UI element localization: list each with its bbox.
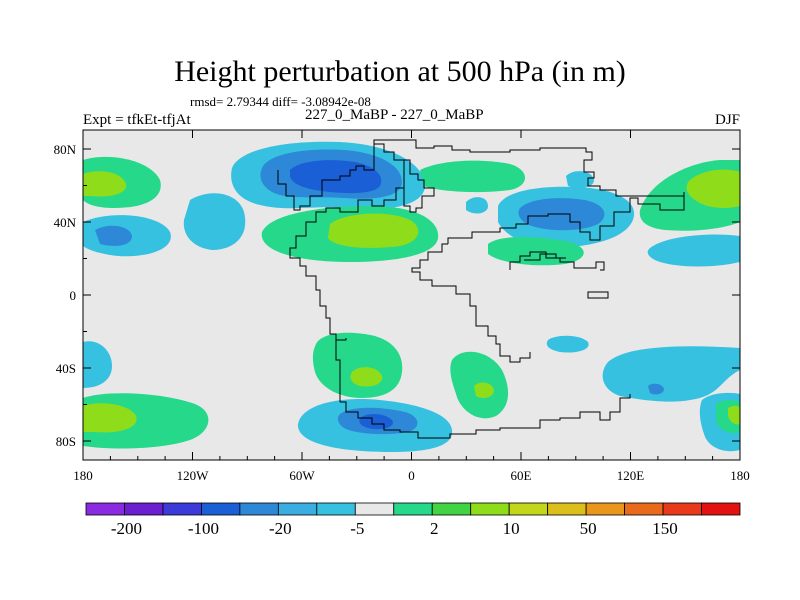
y-tick-label: 40S <box>56 361 76 376</box>
outline-africa-west <box>411 243 531 363</box>
colorbar-label: 10 <box>503 519 520 538</box>
plot-title: Height perturbation at 500 hPa (in m) <box>174 55 626 88</box>
outline-africa <box>447 196 685 244</box>
colorbar-label: 2 <box>430 519 439 538</box>
x-tick-label: 120E <box>617 468 645 483</box>
colorbar-swatch <box>508 502 549 516</box>
contour-eur-green <box>420 160 525 193</box>
contour-ne-small-cyan <box>466 197 488 214</box>
y-tick-label: 80N <box>54 142 77 157</box>
y-tick-label: 40N <box>54 215 77 230</box>
y-tick-labels: 80N 40N 0 40S 80S <box>54 142 77 449</box>
x-tick-labels: 180 120W 60W 0 60E 120E 180 <box>73 468 750 483</box>
contour-natl-deepblue <box>290 160 382 194</box>
outline-north-america <box>277 143 405 341</box>
x-tick-label: 0 <box>408 468 415 483</box>
stats-label: rmsd= 2.79344 diff= -3.08942e-08 <box>190 94 371 109</box>
colorbar-swatch <box>624 502 664 516</box>
colorbar-swatch <box>201 502 241 516</box>
colorbar-swatch <box>662 502 702 516</box>
colorbar-swatch <box>85 502 125 516</box>
colorbar-swatch <box>585 502 625 516</box>
outline-greenland <box>373 139 685 197</box>
colorbar-label: -100 <box>188 519 219 538</box>
experiment-label: Expt = tfkEt-tfjAt <box>83 112 191 128</box>
contour-sio-blue <box>648 383 664 395</box>
x-tick-label: 60E <box>511 468 532 483</box>
contour-se-lightgreen <box>728 405 740 425</box>
y-tick-label: 80S <box>56 434 76 449</box>
colorbar-swatch <box>393 502 433 516</box>
colorbar-swatch <box>354 502 395 516</box>
contour-mpac-blue <box>95 225 132 246</box>
contour-feast-cyan <box>647 234 740 267</box>
contour-sio-cyan <box>602 346 740 402</box>
x-tick-label: 180 <box>730 468 750 483</box>
colorbar-swatch <box>431 502 472 516</box>
colorbar-swatch <box>547 502 587 516</box>
colorbar-label: -200 <box>111 519 142 538</box>
outline-antarctica-west <box>335 340 341 402</box>
contour-sib-cyan <box>566 171 594 188</box>
colorbar-swatch <box>162 502 202 516</box>
colorbar-swatch <box>316 502 356 516</box>
colorbar-label: 150 <box>652 519 678 538</box>
continent-outlines <box>277 139 685 439</box>
colorbar-swatch <box>470 502 510 516</box>
y-tick-label: 0 <box>70 288 77 303</box>
season-label: DJF <box>714 112 740 128</box>
colorbar: -200 -100 -20 -5 2 10 50 150 <box>85 502 741 538</box>
contour-io-small-cyan <box>546 335 589 353</box>
axis-ticks <box>82 130 741 460</box>
contour-epac-lightgreen <box>686 169 740 208</box>
contour-layer <box>83 141 740 452</box>
x-tick-label: 120W <box>177 468 210 483</box>
contour-sw-lightgreen <box>83 403 137 433</box>
colorbar-swatch <box>239 502 279 516</box>
period-label: 227_0_MaBP - 227_0_MaBP <box>305 107 484 123</box>
colorbar-label: -5 <box>350 519 364 538</box>
colorbar-label: -20 <box>269 519 292 538</box>
colorbar-swatch <box>124 502 164 516</box>
x-tick-label: 60W <box>289 468 315 483</box>
contour-npac-lightgreen <box>83 171 127 197</box>
outline-antarctica <box>340 394 631 439</box>
outline-small-island <box>587 291 609 299</box>
colorbar-swatch <box>277 502 318 516</box>
contour-atl-lightgreen <box>328 213 419 248</box>
colorbar-swatch <box>701 502 741 516</box>
outline-asia-inner <box>524 253 566 261</box>
contour-satl-lightgreen <box>474 382 494 398</box>
outline-europe <box>403 159 435 213</box>
colorbar-label: 50 <box>580 519 597 538</box>
x-tick-label: 180 <box>73 468 93 483</box>
contour-sw-cyan <box>83 341 112 388</box>
contour-cpac-cyan <box>183 193 246 250</box>
contour-sam-lightgreen <box>350 367 383 387</box>
